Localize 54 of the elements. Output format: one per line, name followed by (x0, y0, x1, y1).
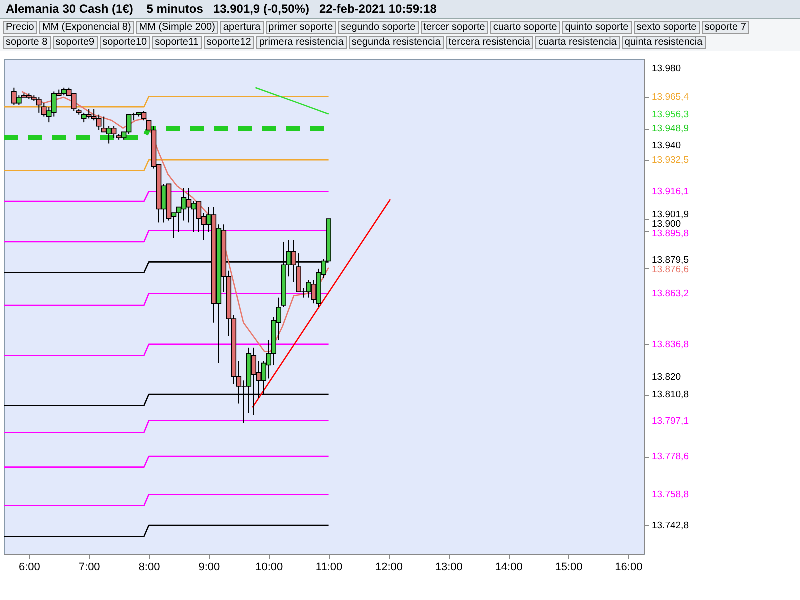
x-tick-label: 10:00 (256, 562, 284, 574)
line-series (21, 91, 330, 352)
text: quinta resistencia (622, 36, 706, 49)
text: primer soporte (266, 21, 336, 34)
text: MM (Exponencial 8) (39, 21, 134, 34)
text: segundo soporte (338, 21, 419, 34)
y-tick-label: 13.810,8 (652, 390, 689, 401)
text: soporte 7 (702, 21, 750, 34)
y-tick-label: 13.956,3 (652, 109, 689, 120)
y-tick-label: 13.895,8 (652, 228, 689, 240)
y-tick-label: 13.916,1 (652, 186, 689, 198)
text: soporte 8 (3, 36, 51, 49)
x-tick-label: 15:00 (555, 562, 583, 574)
text: segunda resistencia (348, 36, 444, 49)
y-tick-label: 13.879,5 (652, 255, 689, 266)
x-tick-label: 11:00 (316, 562, 343, 574)
y-tick-label: 13.820 (652, 372, 682, 383)
y-tick-label: 13.948,9 (652, 124, 689, 135)
chart-title: Alemania 30 Cash (1€) 5 minutos 13.901,9 (-0,50%) 22-feb-2021 10:59:18 (6, 2, 437, 16)
text: tercer soporte (420, 21, 488, 34)
text: soporte9 (52, 36, 98, 49)
y-tick-label: 13.836,8 (652, 339, 689, 350)
text: cuarto soporte (490, 21, 560, 34)
x-tick-label: 13:00 (435, 562, 463, 574)
y-tick-label: 13.778,6 (652, 452, 689, 463)
x-tick-label: 8:00 (138, 562, 160, 574)
y-tick-label: 13.940 (652, 140, 682, 152)
x-tick-label: 7:00 (78, 562, 100, 574)
x-tick-label: 12:00 (375, 562, 403, 574)
y-tick-label: 13.742,8 (652, 520, 689, 532)
y-tick-label: 13.797,1 (652, 416, 689, 427)
text: cuarta resistencia (535, 36, 620, 49)
text: soporte11 (152, 36, 202, 49)
x-tick-label: 16:00 (615, 562, 643, 574)
text: Precio (3, 21, 38, 34)
y-tick-label: 13.758,8 (652, 490, 689, 501)
y-tick-label: 13.901,9 (652, 210, 689, 221)
text: sexto soporte (634, 21, 700, 34)
y-tick-label: 13.900 (652, 219, 682, 230)
y-tick-label: 13.932,5 (652, 155, 689, 166)
x-tick-label: 9:00 (198, 562, 220, 574)
text: quinto soporte (562, 21, 632, 34)
text: apertura (220, 21, 264, 34)
text: primera resistencia (256, 36, 347, 49)
text: soporte12 (204, 36, 254, 49)
text: MM (Simple 200) (136, 21, 218, 34)
y-tick-label: 13.863,2 (652, 288, 689, 300)
y-tick-label: 13.876,6 (652, 264, 689, 276)
text: tercera resistencia (446, 36, 534, 49)
y-tick-label: 13.980 (652, 64, 682, 75)
x-tick-label: 6:00 (18, 562, 40, 574)
text: soporte10 (100, 36, 150, 49)
x-tick-label: 14:00 (495, 562, 523, 574)
y-tick-label: 13.965,4 (652, 92, 689, 103)
